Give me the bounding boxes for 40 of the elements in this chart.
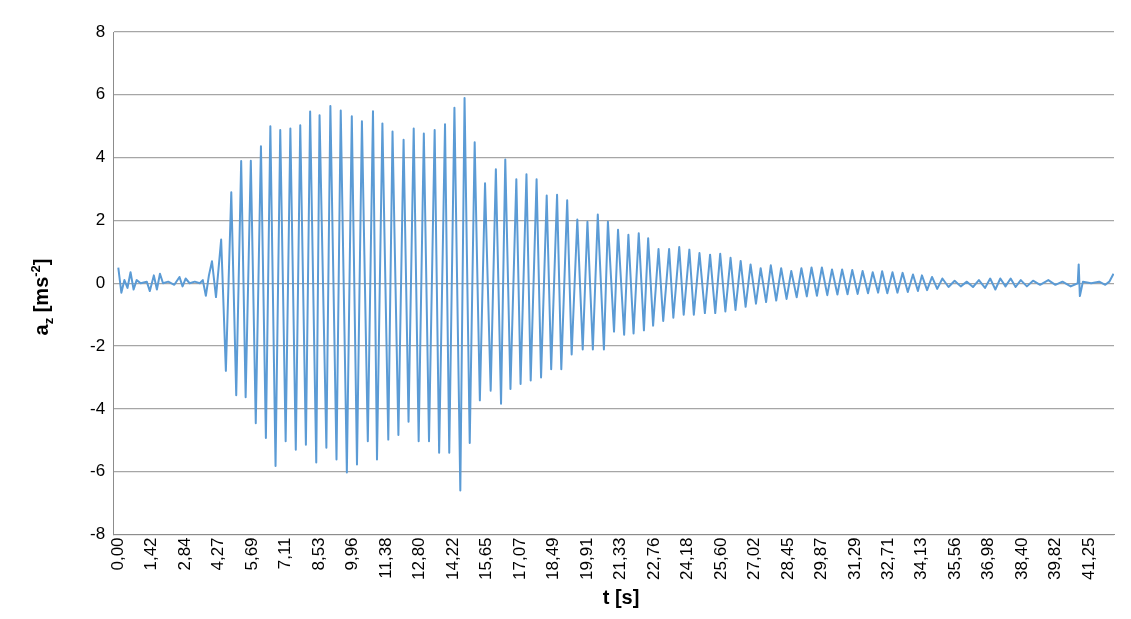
y-tick-label: -6: [89, 461, 106, 481]
y-tick-label: 0: [95, 272, 106, 292]
x-axis-title: t [s]: [602, 586, 640, 609]
y-tick-label: 8: [95, 21, 106, 41]
x-tick-label: 21,33: [610, 537, 630, 581]
x-tick-label: 0,00: [107, 537, 127, 571]
x-tick-label: 41,25: [1078, 537, 1098, 581]
x-tick-label: 32,71: [877, 537, 897, 581]
x-tick-label: 19,91: [576, 537, 596, 581]
x-tick-label: 31,29: [844, 537, 864, 581]
y-tick-label: -4: [89, 398, 106, 418]
y-tick-label: 4: [95, 147, 106, 167]
x-tick-label: 14,22: [442, 537, 462, 581]
x-tick-label: 28,45: [777, 537, 797, 581]
x-tick-label: 34,13: [911, 537, 931, 581]
x-tick-label: 24,18: [677, 537, 697, 581]
x-tick-label: 7,11: [275, 537, 295, 570]
y-tick-label: 6: [95, 84, 106, 104]
x-tick-label: 12,80: [409, 537, 429, 581]
y-tick-label: -2: [89, 335, 106, 355]
x-tick-label: 8,53: [308, 537, 328, 571]
x-tick-label: 39,82: [1045, 537, 1065, 581]
x-tick-label: 29,87: [811, 537, 831, 581]
y-tick-label: -8: [89, 524, 106, 544]
x-tick-label: 18,49: [543, 537, 563, 581]
y-tick-label: 2: [95, 210, 106, 230]
x-tick-label: 2,84: [174, 537, 194, 571]
x-tick-label: 1,42: [141, 537, 161, 571]
x-tick-label: 35,56: [945, 537, 965, 581]
x-tick-label: 22,76: [643, 537, 663, 581]
x-tick-label: 4,27: [208, 537, 228, 571]
x-tick-label: 11,38: [375, 537, 395, 579]
x-tick-label: 38,40: [1011, 537, 1031, 581]
x-tick-label: 9,96: [342, 537, 362, 571]
x-tick-label: 5,69: [241, 537, 261, 571]
x-tick-label: 25,60: [710, 537, 730, 581]
x-tick-label: 15,65: [476, 537, 496, 581]
x-tick-label: 36,98: [978, 537, 998, 581]
x-tick-label: 17,07: [509, 537, 529, 581]
x-tick-label: 27,02: [744, 537, 764, 581]
